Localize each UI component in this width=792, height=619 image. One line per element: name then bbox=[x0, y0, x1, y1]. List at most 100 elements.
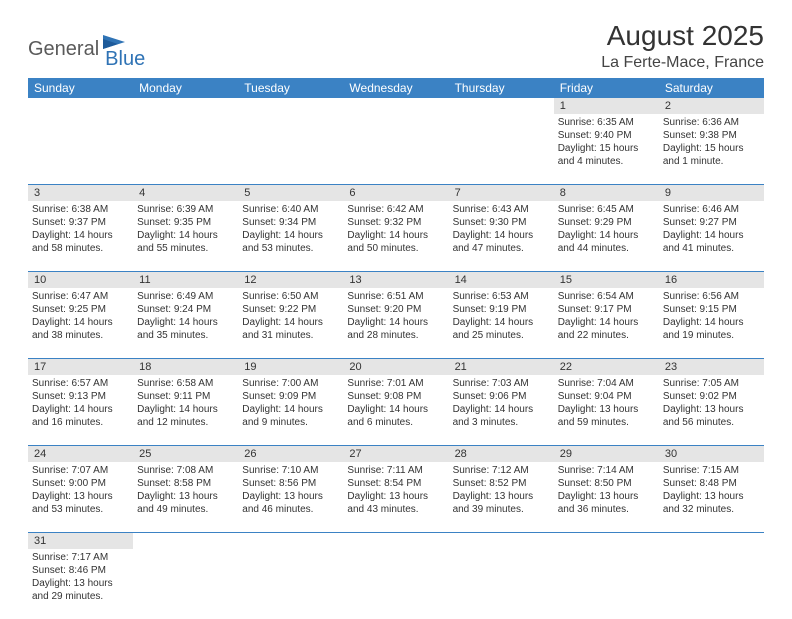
day-number-cell: 8 bbox=[554, 185, 659, 201]
day-sunset: Sunset: 9:06 PM bbox=[453, 390, 550, 403]
day-sunrise: Sunrise: 6:47 AM bbox=[32, 290, 129, 303]
day-daylight2: and 38 minutes. bbox=[32, 329, 129, 342]
day-cell: Sunrise: 6:49 AMSunset: 9:24 PMDaylight:… bbox=[133, 288, 238, 358]
day-daylight2: and 59 minutes. bbox=[558, 416, 655, 429]
day-number: 25 bbox=[137, 447, 234, 461]
day-sunset: Sunset: 9:29 PM bbox=[558, 216, 655, 229]
day-daylight2: and 56 minutes. bbox=[663, 416, 760, 429]
day-sunrise: Sunrise: 7:05 AM bbox=[663, 377, 760, 390]
day-number: 4 bbox=[137, 186, 234, 200]
day-sunrise: Sunrise: 7:08 AM bbox=[137, 464, 234, 477]
day-daylight1: Daylight: 13 hours bbox=[242, 490, 339, 503]
logo: General Blue bbox=[28, 20, 145, 71]
day-sunset: Sunset: 9:08 PM bbox=[347, 390, 444, 403]
day-number-cell bbox=[28, 98, 133, 114]
day-number-cell: 9 bbox=[659, 185, 764, 201]
day-number: 13 bbox=[347, 273, 444, 287]
day-sunrise: Sunrise: 7:12 AM bbox=[453, 464, 550, 477]
day-number-cell: 24 bbox=[28, 446, 133, 462]
day-number: 28 bbox=[453, 447, 550, 461]
day-daylight2: and 1 minute. bbox=[663, 155, 760, 168]
day-number-cell: 26 bbox=[238, 446, 343, 462]
day-daylight1: Daylight: 15 hours bbox=[558, 142, 655, 155]
day-number-cell: 25 bbox=[133, 446, 238, 462]
day-daylight1: Daylight: 14 hours bbox=[347, 403, 444, 416]
day-daylight2: and 43 minutes. bbox=[347, 503, 444, 516]
day-cell bbox=[554, 549, 659, 619]
day-number: 2 bbox=[663, 99, 760, 113]
weekday-header: Tuesday bbox=[238, 78, 343, 98]
day-cell: Sunrise: 6:39 AMSunset: 9:35 PMDaylight:… bbox=[133, 201, 238, 271]
day-cell: Sunrise: 7:03 AMSunset: 9:06 PMDaylight:… bbox=[449, 375, 554, 445]
day-cell: Sunrise: 7:10 AMSunset: 8:56 PMDaylight:… bbox=[238, 462, 343, 532]
day-daylight1: Daylight: 13 hours bbox=[137, 490, 234, 503]
day-sunrise: Sunrise: 7:11 AM bbox=[347, 464, 444, 477]
day-sunrise: Sunrise: 6:54 AM bbox=[558, 290, 655, 303]
day-number-cell bbox=[343, 533, 448, 549]
day-sunset: Sunset: 9:27 PM bbox=[663, 216, 760, 229]
day-daylight2: and 16 minutes. bbox=[32, 416, 129, 429]
day-cell bbox=[28, 114, 133, 184]
day-cell: Sunrise: 7:12 AMSunset: 8:52 PMDaylight:… bbox=[449, 462, 554, 532]
day-daylight2: and 29 minutes. bbox=[32, 590, 129, 603]
day-cell bbox=[449, 549, 554, 619]
day-sunset: Sunset: 8:54 PM bbox=[347, 477, 444, 490]
day-number-cell bbox=[449, 98, 554, 114]
day-cell: Sunrise: 6:40 AMSunset: 9:34 PMDaylight:… bbox=[238, 201, 343, 271]
day-sunset: Sunset: 9:15 PM bbox=[663, 303, 760, 316]
day-number: 11 bbox=[137, 273, 234, 287]
day-daylight2: and 44 minutes. bbox=[558, 242, 655, 255]
day-daylight1: Daylight: 14 hours bbox=[32, 229, 129, 242]
day-daylight1: Daylight: 14 hours bbox=[242, 316, 339, 329]
day-number: 27 bbox=[347, 447, 444, 461]
day-daylight1: Daylight: 14 hours bbox=[32, 403, 129, 416]
day-daylight2: and 50 minutes. bbox=[347, 242, 444, 255]
day-sunrise: Sunrise: 7:17 AM bbox=[32, 551, 129, 564]
day-cell: Sunrise: 7:11 AMSunset: 8:54 PMDaylight:… bbox=[343, 462, 448, 532]
day-number-cell: 4 bbox=[133, 185, 238, 201]
day-number: 14 bbox=[453, 273, 550, 287]
day-daylight1: Daylight: 14 hours bbox=[663, 316, 760, 329]
day-daylight2: and 49 minutes. bbox=[137, 503, 234, 516]
day-daylight2: and 47 minutes. bbox=[453, 242, 550, 255]
day-sunrise: Sunrise: 6:43 AM bbox=[453, 203, 550, 216]
day-daylight2: and 28 minutes. bbox=[347, 329, 444, 342]
day-number-cell bbox=[133, 533, 238, 549]
day-number: 19 bbox=[242, 360, 339, 374]
day-number-cell: 31 bbox=[28, 533, 133, 549]
day-daylight2: and 31 minutes. bbox=[242, 329, 339, 342]
day-sunrise: Sunrise: 6:35 AM bbox=[558, 116, 655, 129]
day-daylight1: Daylight: 14 hours bbox=[453, 316, 550, 329]
day-sunset: Sunset: 8:52 PM bbox=[453, 477, 550, 490]
day-number: 8 bbox=[558, 186, 655, 200]
day-daylight2: and 22 minutes. bbox=[558, 329, 655, 342]
day-sunset: Sunset: 9:20 PM bbox=[347, 303, 444, 316]
day-daylight2: and 32 minutes. bbox=[663, 503, 760, 516]
week-row: Sunrise: 6:35 AMSunset: 9:40 PMDaylight:… bbox=[28, 114, 764, 185]
day-number: 29 bbox=[558, 447, 655, 461]
day-daylight1: Daylight: 14 hours bbox=[242, 229, 339, 242]
day-daylight1: Daylight: 14 hours bbox=[453, 403, 550, 416]
day-number-cell: 27 bbox=[343, 446, 448, 462]
day-cell: Sunrise: 6:58 AMSunset: 9:11 PMDaylight:… bbox=[133, 375, 238, 445]
day-sunset: Sunset: 9:24 PM bbox=[137, 303, 234, 316]
day-number-cell: 3 bbox=[28, 185, 133, 201]
day-cell: Sunrise: 6:57 AMSunset: 9:13 PMDaylight:… bbox=[28, 375, 133, 445]
day-number: 5 bbox=[242, 186, 339, 200]
day-number-cell: 7 bbox=[449, 185, 554, 201]
day-cell bbox=[449, 114, 554, 184]
day-sunset: Sunset: 9:22 PM bbox=[242, 303, 339, 316]
day-sunrise: Sunrise: 6:53 AM bbox=[453, 290, 550, 303]
day-daylight2: and 55 minutes. bbox=[137, 242, 234, 255]
day-number-cell: 13 bbox=[343, 272, 448, 288]
week-row: Sunrise: 6:38 AMSunset: 9:37 PMDaylight:… bbox=[28, 201, 764, 272]
day-sunset: Sunset: 8:48 PM bbox=[663, 477, 760, 490]
day-daylight2: and 19 minutes. bbox=[663, 329, 760, 342]
day-cell bbox=[343, 114, 448, 184]
day-number-cell: 15 bbox=[554, 272, 659, 288]
day-daylight2: and 9 minutes. bbox=[242, 416, 339, 429]
day-number-cell: 12 bbox=[238, 272, 343, 288]
day-daylight1: Daylight: 14 hours bbox=[558, 229, 655, 242]
day-number-cell: 20 bbox=[343, 359, 448, 375]
day-sunset: Sunset: 9:25 PM bbox=[32, 303, 129, 316]
